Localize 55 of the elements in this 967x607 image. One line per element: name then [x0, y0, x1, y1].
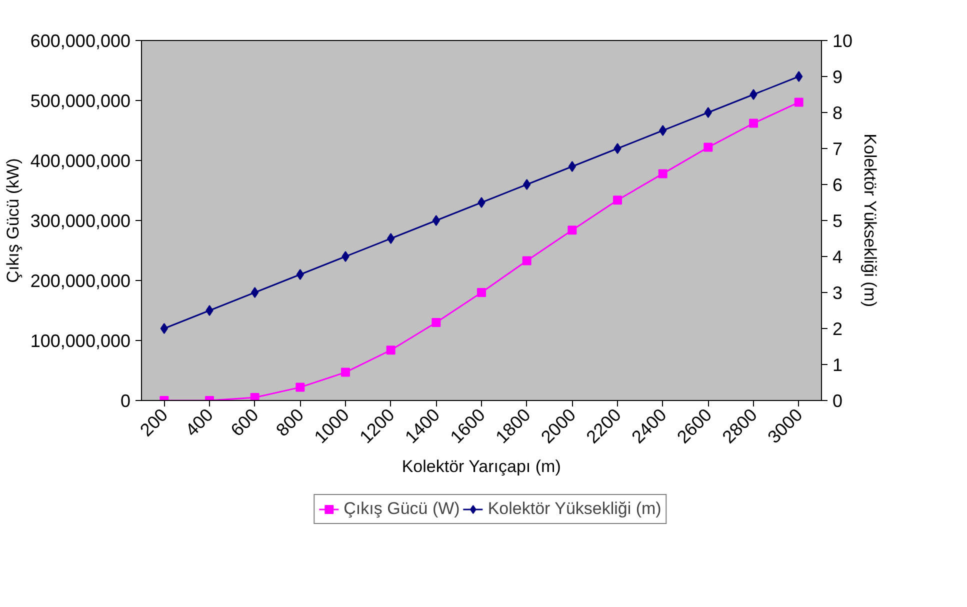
- y2-tick-label: 9: [832, 67, 843, 87]
- point: [795, 71, 803, 82]
- point: [296, 382, 305, 392]
- x-axis-title: Kolektör Yarıçapı (m): [402, 457, 561, 476]
- point: [342, 251, 350, 262]
- y2-tick-label: 5: [832, 211, 843, 231]
- y2-tick-label: 6: [832, 175, 843, 195]
- y-tick-label: 300,000,000: [30, 211, 131, 231]
- point: [704, 142, 713, 152]
- x-tick-label: 600: [226, 404, 262, 440]
- point: [386, 346, 396, 355]
- y-tick-label: 500,000,000: [30, 91, 131, 111]
- legend-label: Kolektör Yüksekliği (m): [488, 499, 662, 519]
- y-tick-label: 600,000,000: [30, 31, 131, 51]
- point: [568, 161, 576, 172]
- point: [160, 323, 168, 334]
- y2-axis-title: Kolektör Yüksekliği (m): [860, 134, 880, 308]
- legend-label: Çıkış Gücü (W): [344, 499, 460, 519]
- point: [749, 118, 758, 128]
- y-axis-title: Çıkış Gücü (kW): [3, 158, 22, 283]
- point: [478, 197, 486, 208]
- point: [523, 179, 531, 190]
- point: [750, 89, 758, 100]
- y-tick-label: 400,000,000: [30, 151, 131, 171]
- y2-tick-label: 0: [832, 391, 843, 411]
- y2-tick-label: 2: [832, 319, 843, 339]
- y2-tick-label: 10: [832, 31, 853, 51]
- point: [522, 256, 532, 266]
- y-tick-label: 200,000,000: [30, 271, 131, 291]
- x-tick-label: 800: [272, 404, 308, 440]
- point: [613, 196, 622, 205]
- y2-tick-label: 8: [832, 103, 843, 123]
- y2-tick-label: 1: [832, 355, 843, 375]
- point: [296, 269, 304, 280]
- y-tick-label: 0: [120, 391, 131, 411]
- point: [704, 107, 712, 118]
- point: [659, 125, 667, 136]
- point: [432, 215, 440, 226]
- y-tick-label: 100,000,000: [30, 331, 131, 351]
- point: [251, 287, 259, 298]
- point: [341, 368, 350, 377]
- point: [250, 393, 260, 400]
- y2-tick-label: 4: [832, 247, 843, 267]
- point: [658, 169, 668, 178]
- point: [206, 305, 214, 316]
- y2-tick-label: 3: [832, 283, 843, 303]
- y2-tick-label: 7: [832, 139, 843, 159]
- point: [794, 98, 804, 107]
- point: [477, 288, 486, 297]
- x-tick-label: 400: [182, 404, 217, 440]
- point: [614, 143, 622, 154]
- point: [432, 318, 441, 327]
- point: [568, 226, 577, 235]
- x-tick-label: 200: [136, 404, 172, 440]
- point: [387, 233, 395, 244]
